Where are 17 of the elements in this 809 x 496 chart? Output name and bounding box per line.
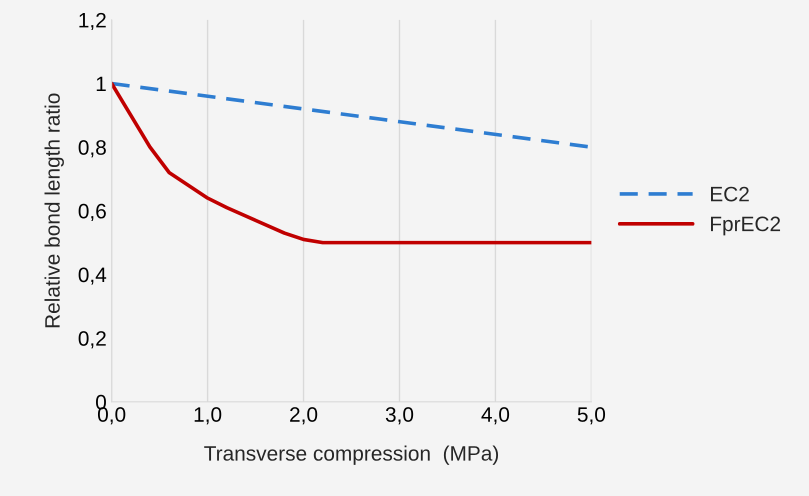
y-tick-label: 1,2 [79,12,106,30]
x-tick-label: 4,0 [481,407,510,424]
y-axis-title: Relative bond length ratio [44,94,64,328]
y-tick-label: 0,8 [78,140,106,158]
x-axis-title: Transverse compression (MPa) [204,445,498,465]
x-tick-label: 5,0 [578,407,606,424]
y-tick-label: 1 [96,76,106,92]
line-series [112,82,592,244]
x-tick-label: 0,0 [98,407,126,424]
x-tick-label: 1,0 [194,407,222,424]
y-tick-label: 0,4 [78,267,106,285]
y-tick-label: 0,6 [78,204,106,222]
x-tick-label: 3,0 [386,407,414,424]
legend-label: FprEC2 [711,216,780,236]
y-tick-label: 0,2 [78,331,106,348]
x-tick-label: 2,0 [290,407,318,424]
legend-label: EC2 [711,186,749,202]
